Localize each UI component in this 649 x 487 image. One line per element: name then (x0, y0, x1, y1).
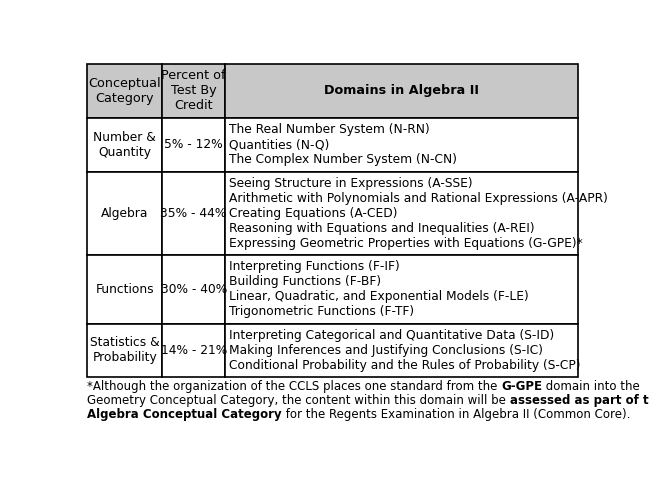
Text: G-GPE: G-GPE (501, 380, 543, 393)
Text: *Although the organization of the CCLS places one standard from the: *Although the organization of the CCLS p… (87, 380, 501, 393)
Bar (87, 64, 162, 118)
Text: for the Regents Examination in Algebra II (Common Core).: for the Regents Examination in Algebra I… (282, 408, 630, 421)
Bar (87, 118, 162, 171)
Bar (162, 171, 225, 255)
Bar (87, 255, 162, 323)
Bar (87, 323, 162, 377)
Text: Conceptual
Category: Conceptual Category (88, 77, 161, 105)
Text: 5% - 12%: 5% - 12% (164, 138, 223, 151)
Bar (225, 64, 578, 118)
Bar (225, 255, 578, 323)
Text: 30% - 40%: 30% - 40% (160, 283, 227, 296)
Text: The Real Number System (N-RN)
Quantities (N-Q)
The Complex Number System (N-CN): The Real Number System (N-RN) Quantities… (228, 123, 457, 166)
Bar (225, 118, 578, 171)
Text: Domains in Algebra II: Domains in Algebra II (324, 84, 479, 97)
Text: Number &
Quantity: Number & Quantity (93, 131, 156, 159)
Text: Percent of
Test By
Credit: Percent of Test By Credit (162, 70, 226, 112)
Text: Interpreting Functions (F-IF)
Building Functions (F-BF)
Linear, Quadratic, and E: Interpreting Functions (F-IF) Building F… (228, 260, 528, 318)
Text: Algebra: Algebra (101, 207, 149, 220)
Bar (87, 171, 162, 255)
Text: domain into the: domain into the (543, 380, 640, 393)
Bar (225, 323, 578, 377)
Text: Functions: Functions (95, 283, 154, 296)
Text: 14% - 21%: 14% - 21% (160, 344, 227, 357)
Bar (162, 323, 225, 377)
Text: Seeing Structure in Expressions (A-SSE)
Arithmetic with Polynomials and Rational: Seeing Structure in Expressions (A-SSE) … (228, 177, 607, 250)
Text: assessed as part of the: assessed as part of the (509, 394, 649, 407)
Text: 35% - 44%: 35% - 44% (160, 207, 227, 220)
Text: Statistics &
Probability: Statistics & Probability (90, 337, 160, 364)
Bar (162, 64, 225, 118)
Bar (162, 118, 225, 171)
Bar (162, 255, 225, 323)
Bar (225, 171, 578, 255)
Text: Geometry Conceptual Category, the content within this domain will be: Geometry Conceptual Category, the conten… (87, 394, 509, 407)
Text: Interpreting Categorical and Quantitative Data (S-ID)
Making Inferences and Just: Interpreting Categorical and Quantitativ… (228, 329, 580, 372)
Text: Algebra Conceptual Category: Algebra Conceptual Category (87, 408, 282, 421)
